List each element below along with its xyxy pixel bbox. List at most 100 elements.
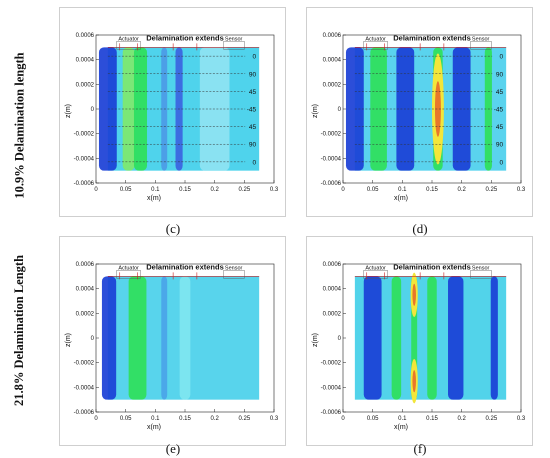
- ylabel-c: z(m): [65, 104, 72, 118]
- y-tick-label: -0.0002: [74, 361, 95, 367]
- y-tick-label: -0.0006: [74, 410, 95, 416]
- actuator-box: [363, 270, 388, 279]
- row-label-bottom: 21.8% Delamination Length: [0, 230, 40, 430]
- y-tick-label: 0.0006: [323, 33, 342, 39]
- y-tick-label: 0.0002: [76, 311, 95, 317]
- field-band: [490, 276, 498, 400]
- row-label-top: 10.9% Delamination length: [0, 20, 40, 230]
- x-tick-label: 0: [94, 416, 98, 422]
- sensor-box: [223, 41, 245, 50]
- y-tick-label: -0.0002: [321, 132, 342, 138]
- y-tick-label: 0.0004: [76, 287, 95, 293]
- heatmap-f: 0 0.05 0.1 0.15 0.2 0.25 0.3 0.0006 0.0004 0.0002…: [312, 262, 526, 431]
- xlabel-e: x(m): [147, 424, 161, 431]
- ylabel-d: z(m): [312, 104, 319, 118]
- delamination-label: Delamination extends: [393, 262, 471, 271]
- y-tick-label: -0.0002: [74, 132, 95, 138]
- ply-label: 0: [253, 159, 257, 166]
- y-tick-label: 0: [338, 107, 342, 113]
- x-tick-label: 0.25: [238, 416, 250, 422]
- ply-label: 45: [249, 124, 257, 131]
- x-tick-label: 0.3: [270, 416, 279, 422]
- x-tick-label: 0.25: [485, 187, 497, 193]
- x-tick-label: 0.1: [151, 416, 160, 422]
- y-tick-label: 0.0004: [323, 287, 342, 293]
- y-tick-label: -0.0006: [321, 410, 342, 416]
- field-band: [122, 47, 135, 171]
- delamination-label: Delamination extends: [393, 33, 471, 42]
- y-tick-label: -0.0004: [321, 385, 342, 391]
- actuator-label: Actuator: [118, 36, 139, 42]
- sensor-box: [470, 41, 492, 50]
- field-hotspot-core: [412, 370, 416, 393]
- x-tick-label: 0.3: [517, 416, 526, 422]
- y-tick-label: -0.0006: [321, 181, 342, 187]
- sensor-label: Sensor: [472, 265, 490, 271]
- plot-f: 0 0.05 0.1 0.15 0.2 0.25 0.3 0.0006 0.0004 0.0002…: [321, 262, 526, 422]
- x-tick-label: 0.3: [270, 187, 279, 193]
- ply-label: -45: [247, 107, 257, 114]
- caption-e: (e): [165, 441, 181, 456]
- field-hotspot-core: [434, 81, 441, 137]
- field-band: [161, 276, 168, 400]
- plot-c: 0 0.05 0.1 0.15 0.2 0.25 0.3 0.0006 0.0004 0.0002…: [74, 33, 279, 193]
- field-hotspot-core: [412, 283, 416, 306]
- heatmap-c: 0 0.05 0.1 0.15 0.2 0.25 0.3 0.0006 0.0004 0.0002…: [65, 33, 279, 202]
- x-tick-label: 0.2: [457, 187, 466, 193]
- y-tick-label: 0.0002: [76, 82, 95, 88]
- ply-label: 45: [496, 124, 504, 131]
- row-label-21-8: 21.8% Delamination Length: [12, 254, 27, 406]
- x-tick-label: 0.25: [485, 416, 497, 422]
- x-tick-label: 0.3: [517, 187, 526, 193]
- y-tick-label: 0: [91, 107, 95, 113]
- x-tick-label: 0.15: [179, 187, 191, 193]
- actuator-label: Actuator: [365, 265, 386, 271]
- y-tick-label: 0: [91, 336, 95, 342]
- x-tick-label: 0.15: [179, 416, 191, 422]
- x-tick-label: 0: [341, 187, 345, 193]
- y-tick-label: 0.0002: [323, 311, 342, 317]
- caption-f: (f): [413, 441, 427, 456]
- plot-d: 0 0.05 0.1 0.15 0.2 0.25 0.3 0.0006 0.0004 0.0002…: [321, 33, 526, 193]
- x-tick-label: 0: [94, 187, 98, 193]
- y-tick-label: -0.0002: [321, 361, 342, 367]
- x-tick-label: 0.05: [120, 416, 132, 422]
- field-band: [128, 276, 147, 400]
- field-band: [363, 276, 382, 400]
- caption-c: (c): [165, 221, 181, 236]
- y-tick-label: 0.0004: [76, 58, 95, 64]
- actuator-box: [116, 270, 141, 279]
- ply-label: 0: [500, 159, 504, 166]
- y-tick-label: 0.0006: [323, 262, 342, 268]
- y-tick-label: 0: [338, 336, 342, 342]
- heatmap-e: 0 0.05 0.1 0.15 0.2 0.25 0.3 0.0006 0.0004 0.0002…: [65, 262, 279, 431]
- sensor-label: Sensor: [225, 36, 243, 42]
- x-tick-label: 0.05: [367, 416, 379, 422]
- panel-f: 0 0.05 0.1 0.15 0.2 0.25 0.3 0.0006 0.0004 0.0002…: [306, 236, 533, 446]
- y-tick-label: 0.0006: [76, 33, 95, 39]
- ply-label: 45: [496, 89, 504, 96]
- heatmap-d: 0 0.05 0.1 0.15 0.2 0.25 0.3 0.0006 0.0004 0.0002…: [312, 33, 526, 202]
- panel-e: 0 0.05 0.1 0.15 0.2 0.25 0.3 0.0006 0.0004 0.0002…: [59, 236, 286, 446]
- x-tick-label: 0.1: [398, 187, 407, 193]
- x-tick-label: 0.15: [426, 416, 438, 422]
- ply-label: 90: [249, 71, 257, 78]
- x-tick-label: 0.05: [120, 187, 132, 193]
- actuator-box: [363, 41, 388, 50]
- x-tick-label: 0.2: [210, 187, 219, 193]
- y-tick-label: -0.0004: [321, 156, 342, 162]
- x-tick-label: 0: [341, 416, 345, 422]
- plot-e: 0 0.05 0.1 0.15 0.2 0.25 0.3 0.0006 0.0004 0.0002…: [74, 262, 279, 422]
- field-band: [101, 276, 117, 400]
- x-tick-label: 0.25: [238, 187, 250, 193]
- xlabel-f: x(m): [394, 424, 408, 431]
- delamination-label: Delamination extends: [146, 33, 224, 42]
- ply-label: -45: [494, 107, 504, 114]
- ply-label: 0: [500, 54, 504, 61]
- actuator-label: Actuator: [365, 36, 386, 42]
- field-band: [448, 276, 464, 400]
- y-tick-label: -0.0006: [74, 181, 95, 187]
- actuator-box: [116, 41, 141, 50]
- sensor-box: [223, 270, 245, 279]
- xlabel-c: x(m): [147, 195, 161, 202]
